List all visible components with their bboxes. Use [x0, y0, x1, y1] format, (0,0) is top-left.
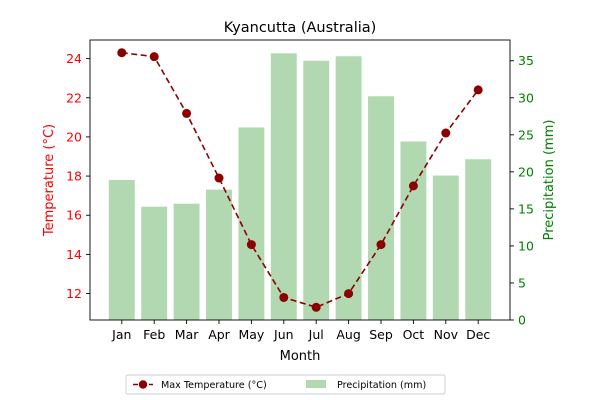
temperature-tick-label: 22 [66, 90, 82, 105]
x-tick-label: Aug [336, 327, 360, 342]
precipitation-tick-label: 0 [518, 313, 526, 328]
legend-bar-swatch [306, 380, 326, 388]
precipitation-bar [335, 56, 362, 320]
temperature-point [376, 240, 386, 250]
temperature-point [117, 48, 127, 58]
precipitation-bar [206, 189, 232, 320]
temperature-axis: 12 14 16 18 20 22 24 [66, 51, 90, 301]
precipitation-tick-label: 25 [518, 127, 534, 142]
temperature-point [182, 108, 192, 118]
x-axis-label: Month [280, 349, 321, 364]
temperature-point [279, 292, 289, 302]
temperature-tick-label: 16 [66, 208, 82, 223]
precipitation-tick-label: 35 [518, 53, 534, 68]
temperature-point [441, 128, 451, 138]
temperature-point [149, 52, 159, 62]
legend-frame [125, 374, 446, 395]
precipitation-tick-label: 30 [518, 90, 534, 105]
x-tick-label: Oct [403, 327, 425, 342]
x-tick-label: Sep [369, 327, 393, 342]
x-tick-label: Jul [308, 327, 324, 342]
temperature-point [344, 289, 354, 299]
temperature-point [214, 173, 224, 183]
precipitation-bar [368, 96, 394, 320]
temperature-point [473, 85, 483, 95]
precipitation-tick-label: 5 [518, 275, 526, 290]
x-tick-label: Apr [208, 327, 230, 342]
temperature-point [408, 181, 418, 191]
precipitation-bar [141, 206, 168, 320]
x-tick-label: Jan [111, 327, 131, 342]
temperature-tick-label: 18 [66, 169, 82, 184]
x-tick-label: Feb [143, 327, 165, 342]
x-tick-label: Jun [273, 327, 294, 342]
precipitation-tick-label: 20 [518, 164, 534, 179]
temperature-line-series [117, 48, 483, 312]
x-tick-label: Dec [466, 327, 490, 342]
precipitation-bar [400, 141, 427, 320]
plot-frame [89, 39, 511, 321]
precipitation-tick-label: 10 [518, 238, 534, 253]
temperature-tick-label: 14 [66, 247, 82, 262]
temperature-axis-label: Temperature (°C) [42, 124, 57, 237]
chart-title: Kyancutta (Australia) [224, 20, 377, 36]
temperature-point [311, 302, 321, 312]
temperature-tick-label: 24 [66, 51, 82, 66]
temperature-tick-label: 12 [66, 286, 82, 301]
precipitation-bar [432, 175, 459, 320]
temperature-line [121, 51, 479, 309]
precipitation-bars [108, 53, 492, 320]
x-tick-label: Mar [175, 327, 199, 342]
precipitation-axis: 0 5 10 15 20 25 30 35 [510, 53, 534, 328]
legend: Max Temperature (°C) Precipitation (mm) [125, 374, 446, 395]
precipitation-bar [303, 60, 330, 320]
precipitation-tick-label: 15 [518, 201, 534, 216]
x-tick-label: May [238, 327, 264, 342]
precipitation-bar [173, 203, 200, 320]
precipitation-bar [238, 127, 265, 320]
legend-marker-swatch [138, 380, 148, 389]
legend-label-temperature: Max Temperature (°C) [161, 380, 267, 391]
precipitation-axis-label: Precipitation (mm) [542, 120, 557, 241]
temperature-tick-label: 20 [66, 129, 82, 144]
x-axis: Jan Feb Mar Apr May Jun Jul Aug Sep Oct Nov Dec [111, 320, 490, 342]
temperature-point [246, 240, 256, 250]
precipitation-bar [465, 159, 492, 320]
x-tick-label: Nov [434, 327, 459, 342]
precipitation-bar [108, 180, 135, 320]
legend-label-precipitation: Precipitation (mm) [337, 380, 426, 391]
precipitation-bar [270, 53, 297, 320]
